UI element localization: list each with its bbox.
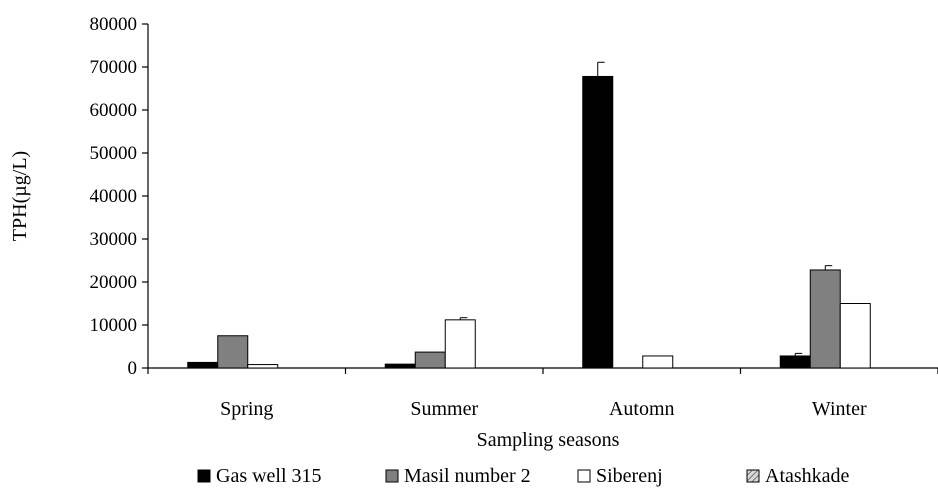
y-tick-label: 10000 [90,315,138,336]
legend-swatch [198,470,210,482]
legend-label: Siberenj [596,465,663,487]
x-tick-label: Summer [410,398,478,420]
legend-label: Masil number 2 [404,465,531,487]
legend-swatch [578,470,590,482]
bar [840,304,870,369]
x-tick-label: Winter [812,398,867,420]
bar [385,364,415,368]
y-tick-label: 30000 [90,229,138,250]
x-axis-title: Sampling seasons [477,429,620,451]
y-axis-title: TPH(µg/L) [9,151,31,241]
bar [218,336,248,368]
y-tick-label: 50000 [90,143,138,164]
y-tick-label: 80000 [90,14,138,35]
y-tick-label: 60000 [90,100,138,121]
bar [643,356,673,368]
y-tick-label: 0 [128,358,138,379]
y-tick-label: 20000 [90,272,138,293]
bar [780,356,810,368]
legend-swatch [386,470,398,482]
bar [248,365,278,368]
y-tick-label: 70000 [90,57,138,78]
y-tick-label: 40000 [90,186,138,207]
legend: Gas well 315 Masil number 2 Siberenj Atashk… [198,465,850,487]
x-tick-label: Automn [609,398,675,420]
legend-label: Atashkade [765,465,850,487]
bar [188,362,218,368]
bar [445,320,475,368]
x-tick-label: Spring [220,398,273,420]
legend-label: Gas well 315 [216,465,322,487]
bar [583,76,613,368]
bar [810,270,840,368]
plot-area: 0 10000 20000 30000 40000 50000 60000 70000 8000… [90,14,938,420]
bar [415,352,445,368]
legend-swatch [747,470,759,482]
